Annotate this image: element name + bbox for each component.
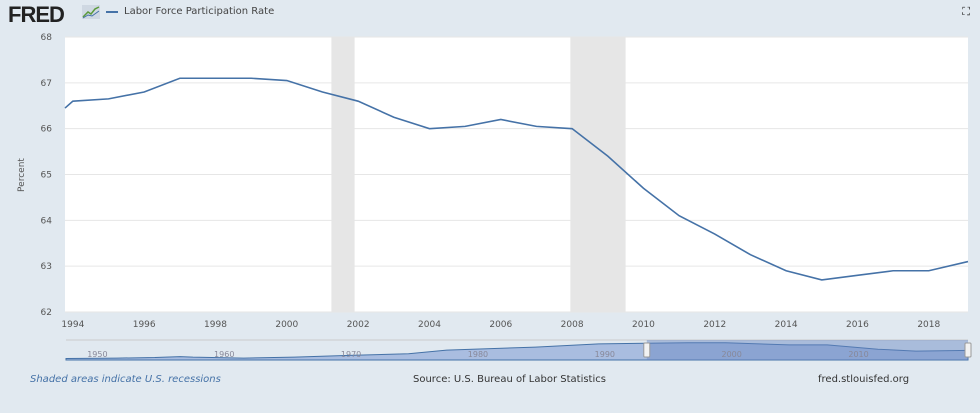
y-tick-label: 62: [41, 308, 52, 318]
fred-chart-logo-icon: [82, 5, 100, 19]
y-tick-label: 64: [41, 216, 53, 226]
x-tick-label: 2006: [489, 320, 512, 330]
y-axis-label: Percent: [17, 158, 27, 192]
x-tick-label: 2016: [846, 320, 869, 330]
x-tick-label: 2008: [561, 320, 584, 330]
fred-logo[interactable]: FRED: [8, 2, 65, 27]
navigator-tick-label: 1960: [214, 350, 234, 359]
y-tick-label: 66: [41, 125, 53, 135]
navigator-tick-label: 1990: [595, 350, 615, 359]
navigator-selected-range: [646, 340, 968, 360]
x-tick-label: 1996: [133, 320, 156, 330]
x-tick-label: 2010: [632, 320, 655, 330]
source-note: Source: U.S. Bureau of Labor Statistics: [413, 374, 606, 385]
y-tick-label: 68: [41, 33, 53, 43]
recessions-note: Shaded areas indicate U.S. recessions: [30, 374, 221, 385]
y-tick-label: 63: [41, 262, 52, 272]
site-link[interactable]: fred.stlouisfed.org: [818, 374, 910, 385]
legend-swatch: [106, 10, 118, 13]
x-tick-label: 2012: [703, 320, 726, 330]
x-tick-label: 2000: [275, 320, 298, 330]
fullscreen-icon[interactable]: ⛶: [962, 5, 970, 18]
navigator-tick-label: 1950: [87, 350, 107, 359]
legend-label: Labor Force Participation Rate: [124, 6, 275, 17]
navigator-area: [65, 342, 969, 361]
navigator-tick-label: 1970: [341, 350, 361, 359]
y-tick-label: 67: [41, 79, 52, 89]
x-tick-label: 1994: [61, 320, 84, 330]
navigator-handle[interactable]: [643, 342, 651, 358]
navigator-tick-label: 1980: [468, 350, 488, 359]
x-tick-label: 2002: [347, 320, 370, 330]
x-tick-label: 2004: [418, 320, 441, 330]
x-tick-label: 2018: [917, 320, 940, 330]
navigator-tick-label: 2010: [848, 350, 868, 359]
x-tick-label: 2014: [775, 320, 798, 330]
navigator-handle[interactable]: [964, 342, 972, 358]
navigator-tick-label: 2000: [722, 350, 742, 359]
legend-item[interactable]: Labor Force Participation Rate: [106, 6, 274, 17]
x-tick-label: 1998: [204, 320, 227, 330]
y-tick-label: 65: [41, 171, 52, 181]
